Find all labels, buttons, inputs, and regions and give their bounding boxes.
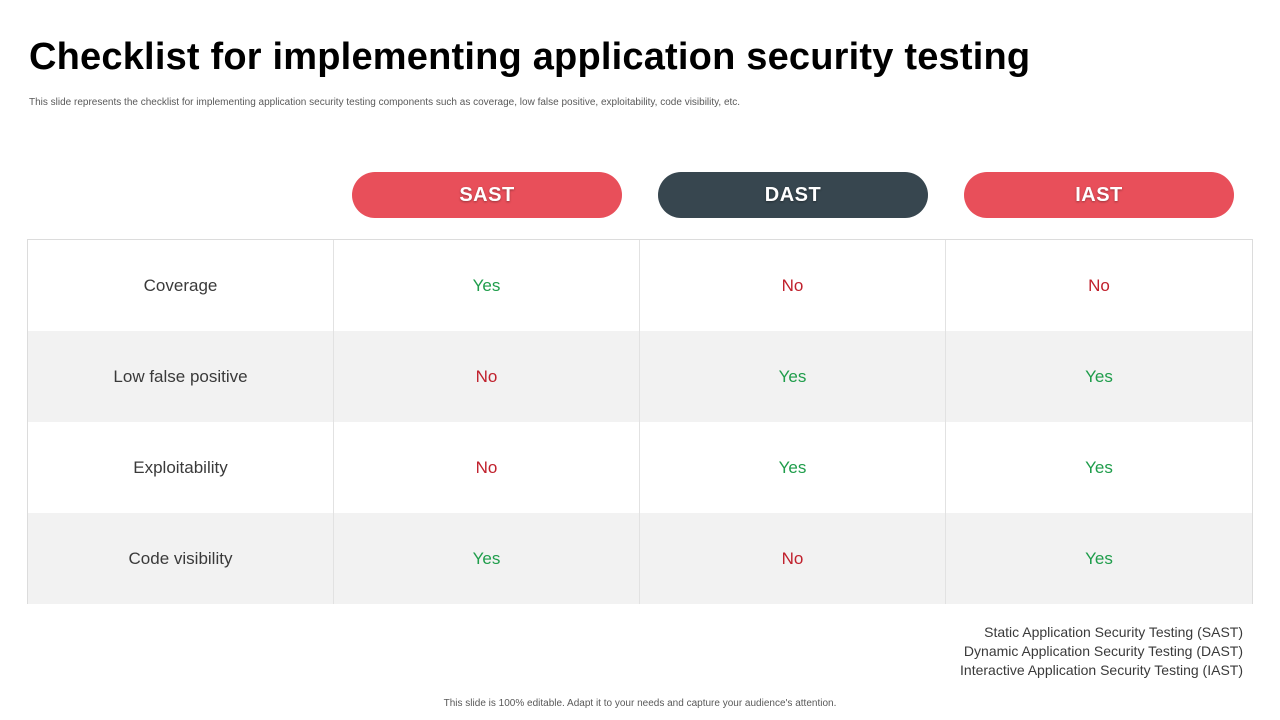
table-cell: No [1088,275,1110,295]
table-cell: Yes [640,331,946,422]
page-title: Checklist for implementing application s… [29,36,1031,78]
acronym-legend: Static Application Security Testing (SAS… [960,623,1243,680]
row-label: Code visibility [28,513,334,604]
table-row: Low false positive No Yes Yes [28,331,1252,422]
column-header-sast: SAST [352,172,622,218]
table-cell: Yes [1085,457,1113,477]
page-subtitle: This slide represents the checklist for … [29,97,741,108]
row-label: Exploitability [28,422,334,513]
table-cell: No [640,240,946,331]
legend-item-dast: Dynamic Application Security Testing (DA… [963,643,1243,659]
table-cell: Yes [334,240,640,331]
legend-item-iast: Interactive Application Security Testing… [960,662,1243,678]
checklist-table: Coverage Yes No No Low false positive No… [27,239,1253,604]
row-label: Coverage [28,240,334,331]
table-cell: No [334,422,640,513]
table-cell: Yes [640,422,946,513]
table-row: Exploitability No Yes Yes [28,422,1252,513]
column-header-iast: IAST [964,172,1234,218]
table-row: Code visibility Yes No Yes [28,513,1252,604]
column-header-label: DAST [764,183,822,206]
column-header-label: SAST [459,183,515,206]
column-header-label: IAST [1075,183,1123,206]
table-cell: Yes [1085,548,1113,568]
table-cell: No [640,513,946,604]
footer-note: This slide is 100% editable. Adapt it to… [443,698,837,709]
table-cell: Yes [1085,366,1113,386]
table-row: Coverage Yes No No [28,240,1252,331]
table-cell: Yes [334,513,640,604]
row-label: Low false positive [28,331,334,422]
column-header-dast: DAST [658,172,928,218]
table-cell: No [334,331,640,422]
legend-item-sast: Static Application Security Testing (SAS… [984,624,1243,640]
